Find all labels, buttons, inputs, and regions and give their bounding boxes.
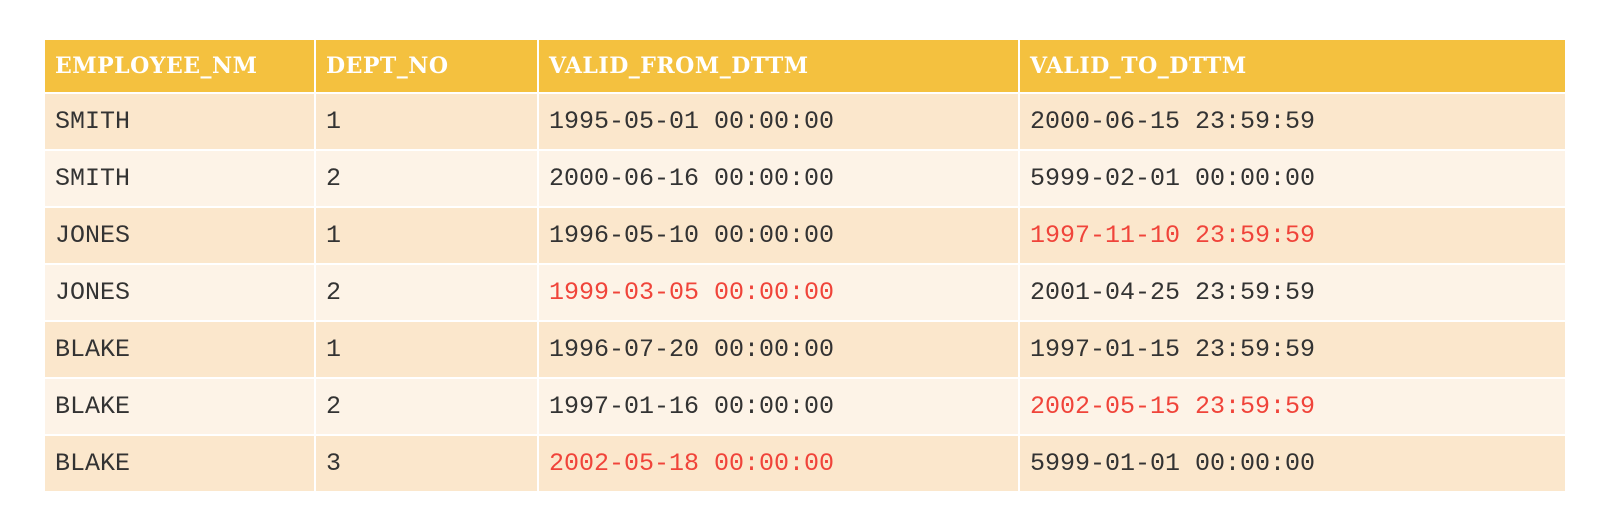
cell-valid-from: 1997-01-16 00:00:00 <box>538 378 1020 436</box>
cell-valid-from: 2000-06-16 00:00:00 <box>538 150 1020 208</box>
cell-valid-to: 2001-04-25 23:59:59 <box>1019 264 1565 322</box>
table-row: SMITH 2 2000-06-16 00:00:00 5999-02-01 0… <box>45 150 1565 208</box>
cell-valid-to: 5999-02-01 00:00:00 <box>1019 150 1565 208</box>
cell-employee-nm: SMITH <box>45 93 316 151</box>
employee-dept-table-container: EMPLOYEE_NM DEPT_NO VALID_FROM_DTTM VALI… <box>45 40 1565 493</box>
table-row: BLAKE 2 1997-01-16 00:00:00 2002-05-15 2… <box>45 378 1565 436</box>
table-header: EMPLOYEE_NM DEPT_NO VALID_FROM_DTTM VALI… <box>45 40 1565 94</box>
table-row: BLAKE 3 2002-05-18 00:00:00 5999-01-01 0… <box>45 435 1565 493</box>
column-header-dept-no: DEPT_NO <box>315 40 539 94</box>
cell-valid-from: 1996-07-20 00:00:00 <box>538 321 1020 379</box>
cell-valid-from: 2002-05-18 00:00:00 <box>538 435 1020 493</box>
cell-dept-no: 3 <box>315 435 539 493</box>
table-row: JONES 1 1996-05-10 00:00:00 1997-11-10 2… <box>45 207 1565 265</box>
table-row: JONES 2 1999-03-05 00:00:00 2001-04-25 2… <box>45 264 1565 322</box>
table-body: SMITH 1 1995-05-01 00:00:00 2000-06-15 2… <box>45 93 1565 493</box>
cell-dept-no: 2 <box>315 150 539 208</box>
cell-employee-nm: BLAKE <box>45 378 316 436</box>
cell-dept-no: 2 <box>315 264 539 322</box>
cell-valid-to: 2002-05-15 23:59:59 <box>1019 378 1565 436</box>
header-row: EMPLOYEE_NM DEPT_NO VALID_FROM_DTTM VALI… <box>45 40 1565 94</box>
cell-employee-nm: BLAKE <box>45 435 316 493</box>
cell-valid-from: 1995-05-01 00:00:00 <box>538 93 1020 151</box>
column-header-employee-nm: EMPLOYEE_NM <box>45 40 316 94</box>
cell-valid-to: 1997-11-10 23:59:59 <box>1019 207 1565 265</box>
column-header-valid-to-dttm: VALID_TO_DTTM <box>1019 40 1565 94</box>
cell-valid-to: 5999-01-01 00:00:00 <box>1019 435 1565 493</box>
table-row: SMITH 1 1995-05-01 00:00:00 2000-06-15 2… <box>45 93 1565 151</box>
cell-valid-from: 1996-05-10 00:00:00 <box>538 207 1020 265</box>
cell-dept-no: 1 <box>315 207 539 265</box>
cell-employee-nm: JONES <box>45 207 316 265</box>
cell-employee-nm: JONES <box>45 264 316 322</box>
cell-employee-nm: SMITH <box>45 150 316 208</box>
cell-valid-to: 1997-01-15 23:59:59 <box>1019 321 1565 379</box>
employee-dept-table: EMPLOYEE_NM DEPT_NO VALID_FROM_DTTM VALI… <box>45 40 1565 493</box>
cell-dept-no: 2 <box>315 378 539 436</box>
cell-dept-no: 1 <box>315 321 539 379</box>
column-header-valid-from-dttm: VALID_FROM_DTTM <box>538 40 1020 94</box>
cell-employee-nm: BLAKE <box>45 321 316 379</box>
cell-dept-no: 1 <box>315 93 539 151</box>
table-row: BLAKE 1 1996-07-20 00:00:00 1997-01-15 2… <box>45 321 1565 379</box>
cell-valid-from: 1999-03-05 00:00:00 <box>538 264 1020 322</box>
cell-valid-to: 2000-06-15 23:59:59 <box>1019 93 1565 151</box>
